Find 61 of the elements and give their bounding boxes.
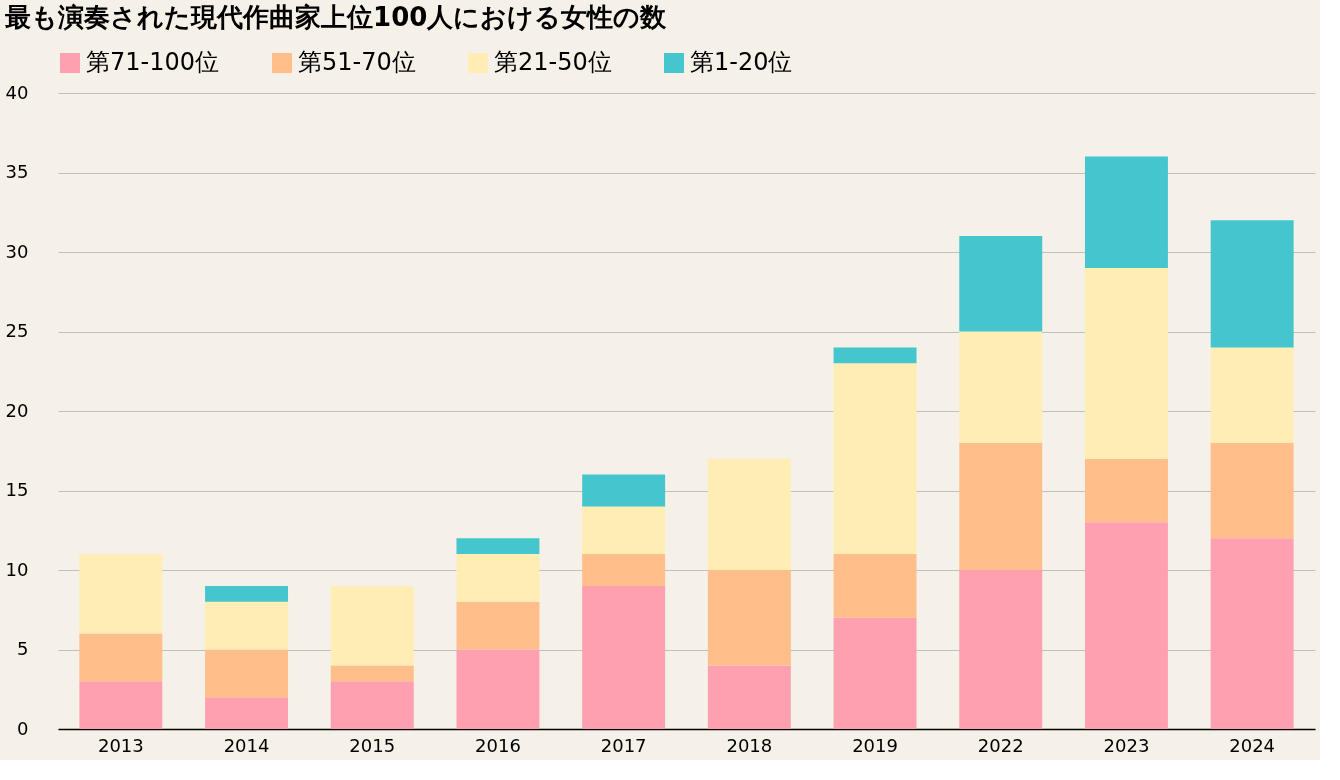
x-tick-label: 2023 <box>1103 734 1150 756</box>
bar <box>1084 522 1168 729</box>
bar <box>1084 458 1168 523</box>
bar <box>833 363 917 555</box>
y-tick-label: 5 <box>17 638 29 659</box>
bar <box>456 554 540 602</box>
y-tick-label: 30 <box>5 240 29 262</box>
bar <box>833 347 917 364</box>
bar <box>205 585 289 602</box>
bar <box>959 236 1043 332</box>
legend-label: 第1-20位 <box>690 48 793 76</box>
bar <box>205 601 289 650</box>
bar <box>456 649 540 729</box>
bar <box>582 585 666 729</box>
x-tick-label: 2015 <box>349 734 396 756</box>
x-tick-label: 2024 <box>1229 734 1276 756</box>
bar <box>582 474 666 507</box>
y-tick-label: 10 <box>5 558 29 580</box>
bar <box>205 649 289 698</box>
y-tick-label: 25 <box>5 320 29 341</box>
x-tick-label: 2017 <box>600 734 647 756</box>
bar <box>1084 267 1168 459</box>
bar <box>330 585 414 666</box>
legend-label: 第51-70位 <box>298 48 416 76</box>
bar <box>205 697 289 729</box>
bar <box>707 665 791 729</box>
bar <box>330 665 414 682</box>
x-tick-label: 2014 <box>223 734 270 756</box>
x-tick-label: 2016 <box>475 734 521 756</box>
bar <box>959 331 1043 443</box>
bar <box>1210 220 1294 348</box>
x-tick-label: 2019 <box>852 734 898 756</box>
bar <box>959 570 1043 729</box>
bar <box>582 506 666 555</box>
chart-title: 最も演奏された現代作曲家上位100人における女性の数 <box>4 2 668 32</box>
x-tick-label: 2013 <box>97 734 144 756</box>
bar <box>1210 442 1294 539</box>
y-tick-label: 35 <box>5 161 29 182</box>
bar <box>330 681 414 729</box>
bar <box>833 554 917 618</box>
y-tick-label: 15 <box>5 479 29 500</box>
legend-label: 第21-50位 <box>494 48 612 76</box>
bar <box>707 458 791 570</box>
y-tick-label: 0 <box>17 717 29 739</box>
legend-label: 第71-100位 <box>86 48 220 76</box>
bar <box>1084 156 1168 268</box>
bar <box>582 554 666 586</box>
bar <box>79 554 163 634</box>
bar <box>1210 347 1294 443</box>
bar <box>707 570 791 666</box>
bar <box>833 617 917 729</box>
x-tick-label: 2018 <box>726 734 773 756</box>
bar <box>959 442 1043 570</box>
bar <box>456 601 540 650</box>
bar <box>79 681 163 729</box>
y-tick-label: 40 <box>5 81 29 103</box>
y-tick-label: 20 <box>5 399 29 421</box>
bar <box>1210 538 1294 729</box>
bar <box>79 633 163 682</box>
x-tick-label: 2022 <box>977 734 1024 756</box>
bar <box>456 538 540 555</box>
